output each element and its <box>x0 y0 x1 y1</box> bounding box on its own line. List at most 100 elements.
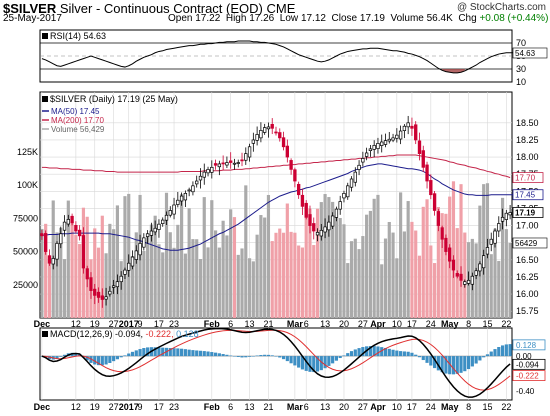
x-tick-label-bottom: 21 <box>263 402 273 412</box>
volume-bar <box>47 256 52 318</box>
volume-bar <box>414 230 418 318</box>
x-tick-label-bottom: 13 <box>320 402 330 412</box>
macd-histogram-bar <box>455 356 459 374</box>
macd-histogram-bar <box>198 350 203 357</box>
candle-body <box>51 258 55 265</box>
high-value: 17.26 <box>249 13 275 24</box>
candle-body <box>448 247 452 262</box>
macd-histogram-bar <box>180 348 184 357</box>
candle-body <box>440 227 444 240</box>
rsi-legend-swatch <box>42 33 48 39</box>
x-tick-label: 21 <box>263 319 273 329</box>
x-tick-label-bottom: 13 <box>245 402 255 412</box>
macd-histogram-bar <box>342 355 346 357</box>
macd-histogram-bar <box>236 356 240 358</box>
macd-tag <box>512 339 546 351</box>
volume-bar <box>108 223 112 318</box>
macd-histogram-bar <box>493 349 497 357</box>
candle-body <box>395 134 399 139</box>
macd-histogram-bar <box>153 347 157 357</box>
volume-bar <box>270 241 274 318</box>
x-tick-label-bottom: 6 <box>304 402 309 412</box>
macd-histogram-bar <box>406 351 410 357</box>
macd-histogram-bar <box>119 356 123 358</box>
volume-bar <box>100 215 104 318</box>
volume-bar <box>395 258 399 318</box>
volume-bar <box>421 206 425 318</box>
candle-body <box>127 262 131 271</box>
candle-body <box>138 243 142 256</box>
volume-bar <box>210 200 214 318</box>
volume-bar <box>195 239 199 318</box>
x-tick-label: 23 <box>169 319 179 329</box>
candle-body <box>455 273 459 277</box>
volume-bar <box>221 220 225 318</box>
volume-bar <box>130 255 135 318</box>
candle-body <box>85 268 89 280</box>
macd-tick-label: -0.222 <box>516 372 539 381</box>
volume-bar <box>78 244 82 318</box>
candle-body <box>361 158 365 163</box>
macd-histogram-bar <box>312 356 316 373</box>
macd-histogram-bar <box>213 352 218 357</box>
candle-body <box>304 202 308 218</box>
macd-histogram-bar <box>425 356 429 363</box>
candle-body <box>247 146 252 158</box>
candle-body <box>402 125 407 131</box>
macd-histogram-bar <box>500 345 505 357</box>
macd-histogram-bar <box>485 354 490 357</box>
volume-bar <box>74 234 78 318</box>
macd-histogram-bar <box>463 356 467 372</box>
price-legend-swatch <box>42 96 48 102</box>
candle-body <box>187 189 191 192</box>
macd-histogram-bar <box>372 346 376 357</box>
volume-bar <box>342 224 346 318</box>
macd-histogram-bar <box>489 351 493 357</box>
macd-histogram-bar <box>395 350 399 357</box>
macd-histogram-bar <box>55 356 59 359</box>
x-tick-label-bottom: 27 <box>358 402 368 412</box>
symbol: $SILVER <box>3 1 57 16</box>
volume-bar <box>463 232 467 318</box>
price-tag-text: 17.45 <box>515 191 536 200</box>
macd-histogram-bar <box>436 356 440 371</box>
volume-bar <box>312 245 316 318</box>
macd-histogram-bar <box>278 356 282 358</box>
candle-body <box>240 159 244 162</box>
macd-histogram-bar <box>195 350 199 357</box>
x-tick-label: 19 <box>90 319 100 329</box>
volume-bar <box>429 245 433 318</box>
volume-tick-label: 125K <box>17 147 38 157</box>
legend-volume: Volume 56,429 <box>51 125 105 134</box>
candle-body <box>398 130 403 140</box>
candle-body <box>342 193 346 199</box>
volume-tag-text: 56429 <box>515 239 538 248</box>
volume-tick-label: 50000 <box>13 247 38 257</box>
rsi-line <box>41 40 514 74</box>
macd-histogram-bar <box>263 354 267 357</box>
volume-bar <box>40 228 44 318</box>
rsi-value-tag-text: 54.63 <box>515 49 536 58</box>
volume-bar <box>406 201 410 318</box>
macd-histogram-bar <box>410 352 414 357</box>
macd-histogram-bar <box>138 349 142 357</box>
candle-body <box>289 160 293 170</box>
candle-body <box>444 237 448 252</box>
rsi-oversold-fill <box>442 69 465 73</box>
macd-histogram-bar <box>331 356 335 364</box>
candle-body <box>161 219 165 224</box>
volume-bar <box>315 208 320 318</box>
price-legend-title: $SILVER (Daily) 17.19 (25 May) <box>50 94 178 104</box>
legend-ma200: MA(200) 17.70 <box>51 116 104 125</box>
x-tick-label-bottom: 12 <box>71 402 81 412</box>
macd-histogram-bar <box>130 351 135 357</box>
candle-body <box>157 223 161 230</box>
candle-body <box>380 141 384 146</box>
macd-histogram-bar <box>115 356 119 360</box>
volume-bar <box>410 221 414 318</box>
volume-tick-label: 75000 <box>13 213 38 223</box>
volume-bar <box>206 247 210 318</box>
price-tag <box>512 172 544 184</box>
candle-body <box>327 221 331 231</box>
